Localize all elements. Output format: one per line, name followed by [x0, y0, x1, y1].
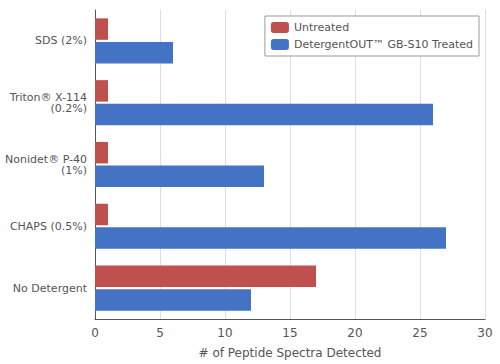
svg-text:Untreated: Untreated — [294, 21, 349, 34]
svg-text:25: 25 — [412, 326, 427, 340]
svg-text:DetergentOUT™ GB-S10 Treated: DetergentOUT™ GB-S10 Treated — [294, 38, 473, 51]
svg-text:15: 15 — [282, 326, 297, 340]
svg-text:Nonidet® P-40: Nonidet® P-40 — [5, 152, 87, 166]
svg-text:(1%): (1%) — [61, 164, 87, 177]
svg-text:(0.2%): (0.2%) — [50, 102, 87, 115]
svg-text:No Detergent: No Detergent — [13, 282, 88, 295]
svg-text:Triton® X-114: Triton® X-114 — [9, 90, 87, 104]
svg-text:0: 0 — [91, 326, 99, 340]
svg-text:10: 10 — [217, 326, 232, 340]
svg-text:5: 5 — [156, 326, 164, 340]
svg-text:SDS (2%): SDS (2%) — [35, 34, 87, 47]
svg-text:# of Peptide Spectra Detected: # of Peptide Spectra Detected — [199, 346, 382, 360]
svg-text:30: 30 — [477, 326, 492, 340]
svg-text:20: 20 — [347, 326, 362, 340]
svg-text:CHAPS (0.5%): CHAPS (0.5%) — [10, 220, 87, 233]
